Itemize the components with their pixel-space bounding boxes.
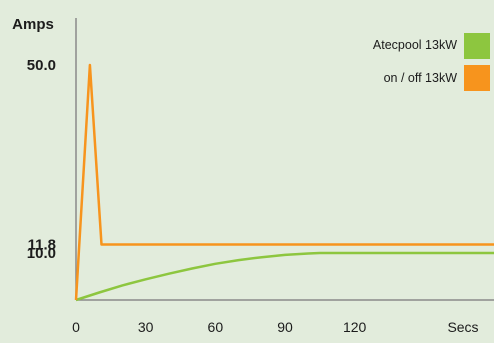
- x-tick-label: 30: [138, 319, 154, 335]
- series-line-atecpool: [75, 251, 494, 302]
- x-tick-label: 60: [208, 319, 224, 335]
- y-tick-label: 11.8: [28, 237, 56, 254]
- legend: Atecpool 13kW on / off 13kW: [373, 33, 490, 91]
- y-tick-label: 10.0: [27, 245, 56, 262]
- legend-label-atecpool: Atecpool 13kW: [373, 38, 457, 52]
- series-lines: [74, 63, 494, 302]
- series-line-onoff: [74, 63, 494, 301]
- x-tick-label: 120: [343, 319, 367, 335]
- x-tick-labels: 0 30 60 90 120: [72, 319, 366, 335]
- y-tick-labels: 50.0 11.810.0: [27, 57, 56, 262]
- x-tick-label: 0: [72, 319, 80, 335]
- legend-swatch-atecpool: [464, 33, 490, 59]
- y-axis-label: Amps: [12, 16, 54, 33]
- x-axis-label: Secs: [447, 319, 478, 335]
- y-tick-label: 50.0: [27, 57, 56, 74]
- legend-swatch-onoff: [464, 65, 490, 91]
- legend-label-onoff: on / off 13kW: [384, 71, 458, 85]
- x-tick-label: 90: [277, 319, 293, 335]
